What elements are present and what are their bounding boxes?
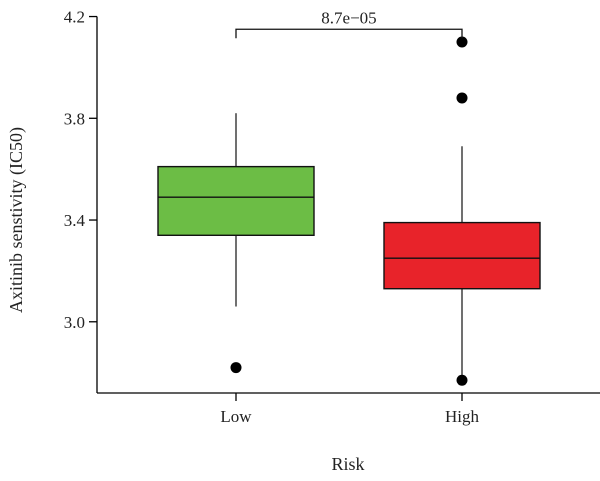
x-tick-label: High [445,407,480,426]
y-axis-title: Axitinib senstivity (IC50) [6,127,27,313]
outlier-point [456,36,468,48]
y-tick-label: 4.2 [64,8,85,27]
y-tick-label: 3.4 [64,211,86,230]
box-low [157,113,315,374]
outlier-point [456,92,468,104]
p-value-label: 8.7e−05 [321,8,376,27]
y-tick-label: 3.8 [64,109,85,128]
box-body [157,165,315,236]
outlier-point [456,374,468,386]
outlier-point [230,362,242,374]
boxes [157,36,541,386]
significance-annotation: 8.7e−05 [235,8,463,39]
x-axis-title: Risk [331,454,364,474]
box-body [383,221,541,290]
significance-bracket [235,28,463,39]
box-high [383,36,541,386]
y-tick-label: 3.0 [64,313,85,332]
x-tick-label: Low [220,407,252,426]
y-axis: 3.0 3.4 3.8 4.2 [64,8,98,393]
x-axis: Low High [97,392,600,426]
